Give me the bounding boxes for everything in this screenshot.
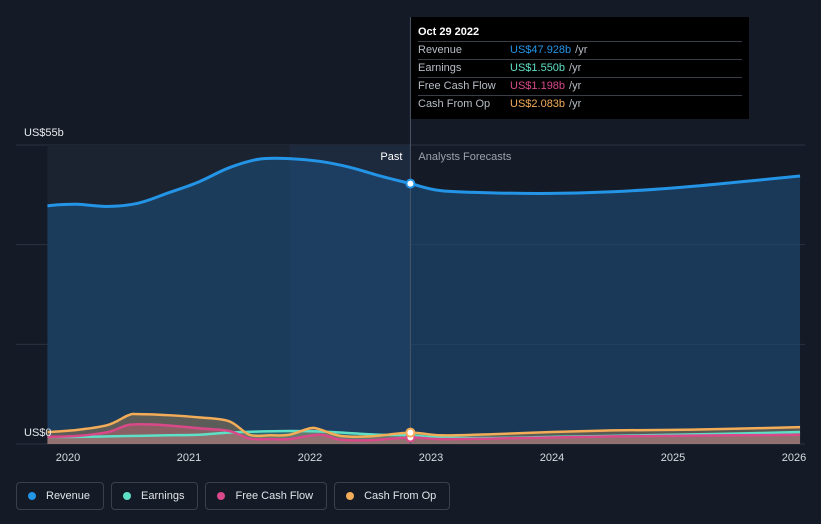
past-label: Past: [380, 151, 402, 163]
x-tick-label: 2023: [419, 452, 443, 464]
x-tick-label: 2025: [661, 452, 685, 464]
legend-label: Revenue: [46, 490, 91, 502]
revenue-marker: [405, 178, 416, 189]
tooltip-row-earnings: Earnings US$1.550b /yr: [418, 59, 742, 77]
x-tick-label: 2021: [177, 452, 201, 464]
x-axis-ticks: 2020 2021 2022 2023 2024 2025 2026: [56, 452, 806, 464]
tooltip-unit: /yr: [575, 44, 588, 56]
tooltip-value: US$1.198b: [510, 80, 566, 92]
y-axis-bottom-label: US$0: [24, 427, 52, 439]
revenue-area: [47, 158, 801, 444]
hover-markers: [405, 178, 416, 443]
free-cash-flow-line: [47, 422, 801, 442]
x-tick-label: 2026: [782, 452, 806, 464]
tooltip-label: Earnings: [418, 62, 462, 74]
cash-from-op-marker: [405, 427, 416, 438]
tooltip-label: Revenue: [418, 44, 463, 56]
tooltip-unit: /yr: [569, 80, 582, 92]
area-fills: [47, 158, 801, 444]
dot-icon: [123, 492, 132, 500]
y-axis-top-label: US$55b: [24, 127, 64, 139]
dot-icon: [346, 492, 355, 500]
forecast-label: Analysts Forecasts: [418, 151, 511, 163]
dot-icon: [28, 492, 36, 500]
tooltip-value: US$47.928b: [510, 44, 572, 56]
tooltip-label: Cash From Op: [418, 98, 491, 110]
revenue-line: [47, 156, 801, 208]
tooltip-value: US$1.550b: [510, 62, 566, 74]
legend-item-revenue[interactable]: Revenue: [16, 482, 105, 510]
tooltip-row-revenue: Revenue US$47.928b /yr: [418, 41, 742, 59]
x-tick-label: 2020: [56, 452, 80, 464]
tooltip: Oct 29 2022 Revenue US$47.928b /yr Earni…: [411, 17, 749, 119]
legend-label: Cash From Op: [364, 490, 437, 502]
tooltip-row-free-cash-flow: Free Cash Flow US$1.198b /yr: [418, 77, 742, 95]
legend: Revenue Earnings Free Cash Flow Cash Fro…: [16, 482, 451, 510]
legend-item-cash-from-op[interactable]: Cash From Op: [334, 482, 451, 510]
tooltip-label: Free Cash Flow: [418, 80, 496, 92]
tooltip-unit: /yr: [569, 98, 582, 110]
legend-label: Free Cash Flow: [235, 490, 314, 502]
tooltip-unit: /yr: [569, 62, 582, 74]
free-cash-flow-area: [47, 424, 801, 444]
tooltip-value: US$2.083b: [510, 98, 566, 110]
cash-from-op-line: [47, 412, 801, 439]
chart: US$55b US$0 Past Analysts Forecasts 2020…: [16, 17, 806, 464]
x-tick-label: 2022: [298, 452, 322, 464]
series-lines: [47, 156, 801, 442]
dot-icon: [217, 492, 226, 500]
legend-item-earnings[interactable]: Earnings: [111, 482, 199, 510]
tooltip-row-cash-from-op: Cash From Op US$2.083b /yr: [418, 95, 742, 113]
tooltip-date: Oct 29 2022: [418, 26, 480, 38]
legend-label: Earnings: [141, 490, 185, 502]
legend-item-free-cash-flow[interactable]: Free Cash Flow: [205, 482, 328, 510]
x-tick-label: 2024: [540, 452, 564, 464]
